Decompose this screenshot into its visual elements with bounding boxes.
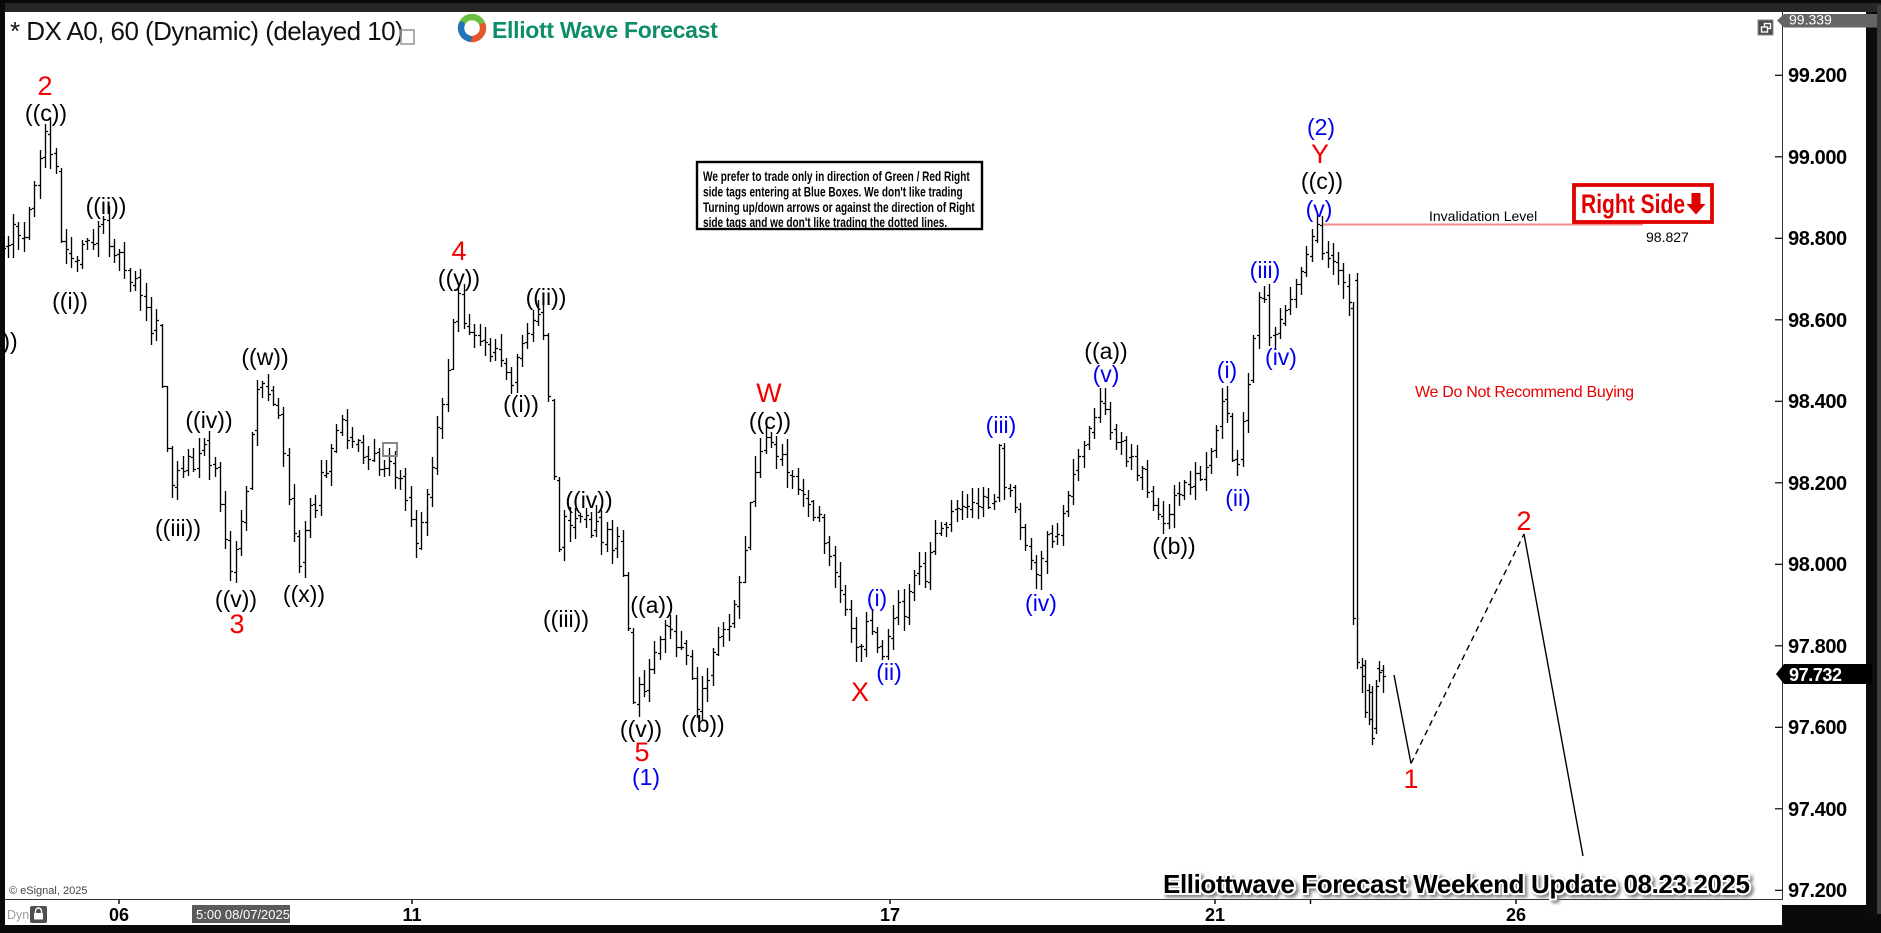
svg-text:((ii)): ((ii)) [86, 193, 127, 219]
svg-text:1: 1 [1403, 764, 1418, 794]
svg-text:W: W [756, 378, 782, 408]
svg-text:(i): (i) [867, 585, 887, 611]
svg-text:98.000: 98.000 [1788, 554, 1847, 576]
svg-text:((iii)): ((iii)) [543, 606, 589, 632]
svg-text:((a)): ((a)) [630, 592, 673, 618]
svg-text:Invalidation Level: Invalidation Level [1429, 208, 1537, 224]
svg-text:2: 2 [37, 71, 52, 101]
svg-text:98.400: 98.400 [1788, 391, 1847, 413]
svg-text:(ii): (ii) [876, 659, 902, 685]
svg-text:((c)): ((c)) [749, 408, 791, 434]
svg-text:06: 06 [109, 905, 129, 925]
svg-text:(ii): (ii) [1225, 485, 1251, 511]
svg-text:((a)): ((a)) [1084, 338, 1127, 364]
svg-text:4: 4 [451, 236, 466, 266]
svg-text:We prefer to trade only in dir: We prefer to trade only in direction of … [703, 168, 970, 184]
svg-text:((b)): ((b)) [1152, 533, 1195, 559]
svg-text:((i)): ((i)) [503, 391, 539, 417]
svg-text:3: 3 [229, 609, 244, 639]
svg-text:11: 11 [402, 905, 421, 925]
svg-text:((c)): ((c)) [1301, 168, 1343, 194]
svg-text:)): )) [2, 328, 17, 354]
svg-text:(iv): (iv) [1025, 590, 1057, 616]
svg-text:99.200: 99.200 [1788, 65, 1847, 87]
svg-text:(v): (v) [1306, 196, 1333, 222]
svg-text:((iii)): ((iii)) [155, 515, 201, 541]
svg-text:((c)): ((c)) [25, 100, 67, 126]
svg-text:Y: Y [1311, 139, 1329, 169]
svg-text:97.200: 97.200 [1788, 880, 1847, 902]
svg-text:Turning up/down arrows or agai: Turning up/down arrows or against the di… [703, 199, 975, 215]
svg-text:97.800: 97.800 [1788, 636, 1847, 658]
svg-text:(i): (i) [1217, 357, 1237, 383]
svg-text:97.400: 97.400 [1788, 799, 1847, 821]
svg-text:Right Side: Right Side [1581, 190, 1685, 220]
svg-text:© eSignal, 2025: © eSignal, 2025 [9, 885, 87, 897]
svg-text:((w)): ((w)) [241, 344, 288, 370]
svg-text:Elliott Wave Forecast: Elliott Wave Forecast [492, 17, 718, 43]
svg-text:(iii): (iii) [986, 412, 1017, 438]
svg-text:((y)): ((y)) [438, 265, 480, 291]
svg-text:21: 21 [1205, 905, 1225, 925]
svg-text:98.200: 98.200 [1788, 473, 1847, 495]
svg-text:(v): (v) [1093, 361, 1120, 387]
svg-text:(2): (2) [1307, 114, 1335, 140]
svg-text:((b)): ((b)) [681, 711, 724, 737]
svg-text:((ii)): ((ii)) [526, 284, 567, 310]
svg-text:(iii): (iii) [1250, 257, 1281, 283]
svg-text:98.600: 98.600 [1788, 310, 1847, 332]
svg-text:97.732: 97.732 [1789, 665, 1842, 685]
svg-text:Elliottwave Forecast Weekend: Elliottwave Forecast Weekend Update 08.2… [1163, 869, 1750, 899]
svg-text:X: X [851, 677, 869, 707]
svg-text:((x)): ((x)) [283, 581, 325, 607]
svg-text:5:00 08/07/2025: 5:00 08/07/2025 [196, 907, 290, 922]
svg-text:((v)): ((v)) [215, 586, 257, 612]
svg-text:((iv)): ((iv)) [565, 487, 612, 513]
svg-text:side tags entering at Blue Box: side tags entering at Blue Boxes. We don… [703, 184, 963, 200]
svg-text:2: 2 [1516, 506, 1531, 536]
svg-text:17: 17 [880, 905, 900, 925]
svg-text:98.800: 98.800 [1788, 228, 1847, 250]
svg-text:26: 26 [1506, 905, 1526, 925]
svg-text:(iv): (iv) [1265, 344, 1297, 370]
svg-text:98.827: 98.827 [1646, 229, 1689, 245]
svg-text:Dyn: Dyn [7, 908, 29, 922]
svg-text:5: 5 [634, 737, 649, 767]
svg-text:We Do Not Recommend Buying: We Do Not Recommend Buying [1415, 384, 1634, 401]
svg-text:((i)): ((i)) [52, 288, 88, 314]
svg-text:(1): (1) [632, 764, 660, 790]
svg-text:* DX A0, 60 (Dynamic) (delayed: * DX A0, 60 (Dynamic) (delayed 10) [10, 16, 403, 46]
svg-text:99.339: 99.339 [1789, 12, 1832, 28]
svg-text:side tags and we don't like tr: side tags and we don't like trading the … [703, 215, 947, 231]
svg-text:((v)): ((v)) [620, 716, 662, 742]
svg-text:((iv)): ((iv)) [185, 407, 232, 433]
svg-text:97.600: 97.600 [1788, 717, 1847, 739]
svg-text:99.000: 99.000 [1788, 147, 1847, 169]
